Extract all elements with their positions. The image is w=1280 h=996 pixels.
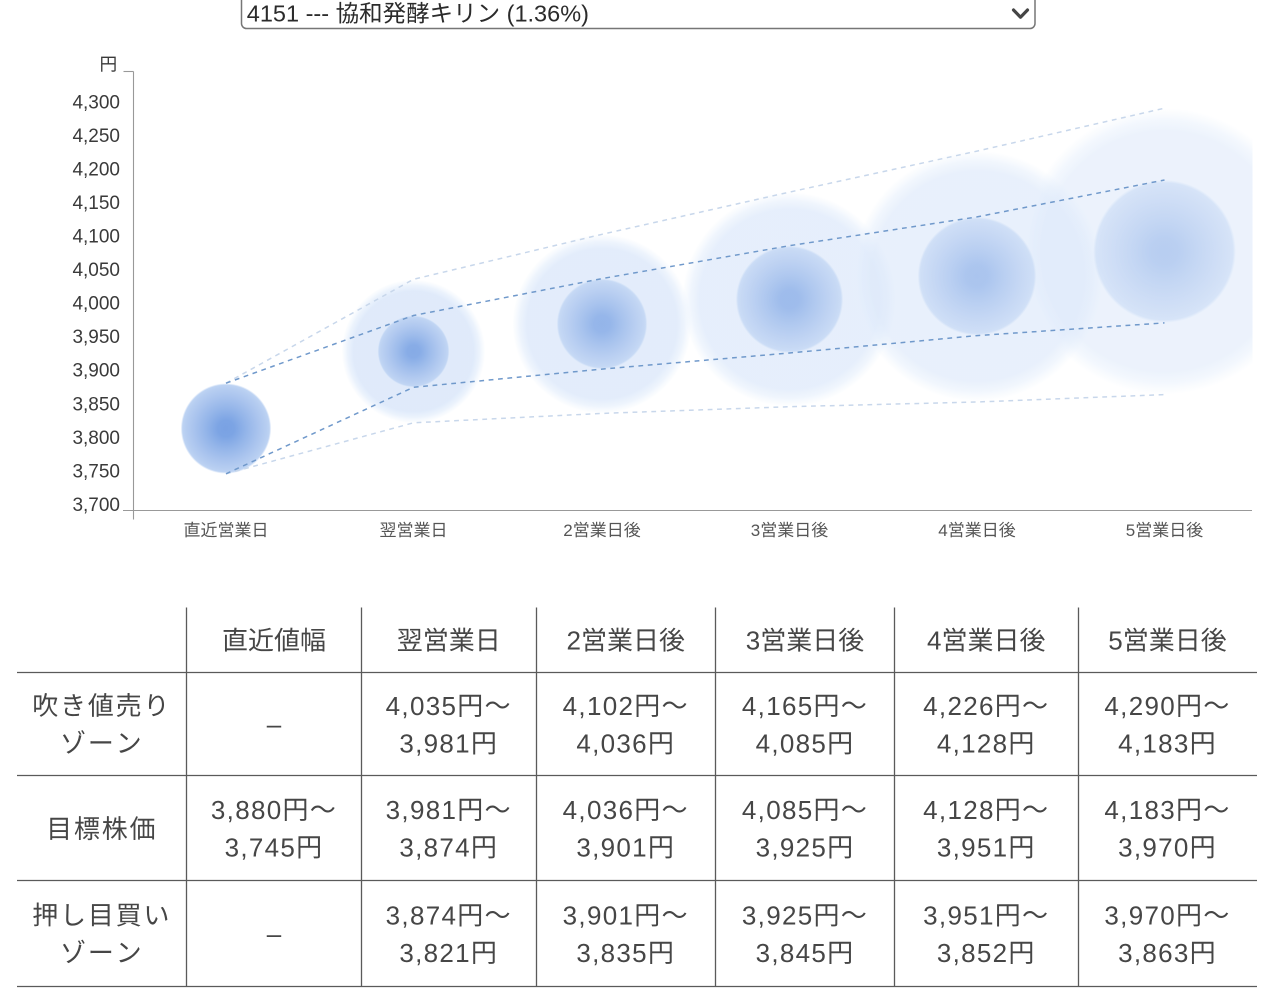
svg-text:4,000: 4,000 [72, 294, 120, 315]
svg-text:3,925: 3,925 [742, 900, 814, 930]
svg-text:4,085: 4,085 [756, 728, 828, 758]
svg-text:4,036: 4,036 [563, 795, 635, 825]
svg-text:3,874: 3,874 [399, 832, 471, 862]
svg-text:3,950: 3,950 [72, 327, 120, 348]
svg-text:3,863: 3,863 [1118, 938, 1190, 968]
svg-text:3,750: 3,750 [72, 461, 120, 482]
svg-text:3,981: 3,981 [399, 728, 471, 758]
svg-text:2: 2 [567, 626, 581, 656]
svg-text:2: 2 [563, 521, 572, 540]
svg-text:4,226: 4,226 [923, 691, 995, 721]
svg-text:3,835: 3,835 [576, 938, 648, 968]
svg-text:3,700: 3,700 [72, 495, 120, 516]
svg-text:3,800: 3,800 [72, 428, 120, 449]
svg-text:4,128: 4,128 [923, 795, 995, 825]
svg-text:3,852: 3,852 [937, 938, 1009, 968]
svg-text:4,200: 4,200 [72, 159, 120, 180]
svg-text:(1.36%): (1.36%) [507, 1, 589, 27]
svg-text:3,880: 3,880 [211, 795, 283, 825]
svg-text:4,036: 4,036 [576, 728, 648, 758]
svg-text:4,085: 4,085 [742, 795, 814, 825]
svg-text:4,290: 4,290 [1104, 691, 1176, 721]
svg-text:3,845: 3,845 [756, 938, 828, 968]
svg-text:3,745: 3,745 [225, 832, 297, 862]
svg-text:3,970: 3,970 [1104, 900, 1176, 930]
svg-text:5: 5 [1108, 626, 1122, 656]
svg-text:3,901: 3,901 [576, 832, 648, 862]
svg-text:4,102: 4,102 [563, 691, 635, 721]
svg-text:4,183: 4,183 [1118, 728, 1190, 758]
svg-text:4,250: 4,250 [72, 126, 120, 147]
svg-text:3,951: 3,951 [923, 900, 995, 930]
svg-text:3,874: 3,874 [386, 900, 458, 930]
svg-text:4151: 4151 [247, 1, 299, 27]
svg-text:5: 5 [1126, 521, 1135, 540]
svg-text:3,850: 3,850 [72, 394, 120, 415]
svg-text:3,981: 3,981 [386, 795, 458, 825]
svg-text:–: – [267, 918, 282, 948]
svg-text:3,900: 3,900 [72, 361, 120, 382]
svg-text:3,925: 3,925 [756, 832, 828, 862]
svg-text:–: – [267, 709, 282, 739]
svg-text:3,970: 3,970 [1118, 832, 1190, 862]
svg-text:4,150: 4,150 [72, 193, 120, 214]
svg-text:3: 3 [751, 521, 760, 540]
svg-text:3,951: 3,951 [937, 832, 1009, 862]
svg-text:4,050: 4,050 [72, 260, 120, 281]
svg-text:4,035: 4,035 [386, 691, 458, 721]
svg-text:4,128: 4,128 [937, 728, 1009, 758]
svg-text:4,183: 4,183 [1104, 795, 1176, 825]
svg-text:4,165: 4,165 [742, 691, 814, 721]
svg-text:4,100: 4,100 [72, 227, 120, 248]
svg-text:3: 3 [746, 626, 760, 656]
svg-text:4,300: 4,300 [72, 92, 120, 113]
svg-text:3,821: 3,821 [399, 938, 471, 968]
svg-text:---: --- [306, 1, 329, 27]
svg-text:4: 4 [927, 626, 941, 656]
svg-text:3,901: 3,901 [563, 900, 635, 930]
svg-text:4: 4 [938, 521, 947, 540]
